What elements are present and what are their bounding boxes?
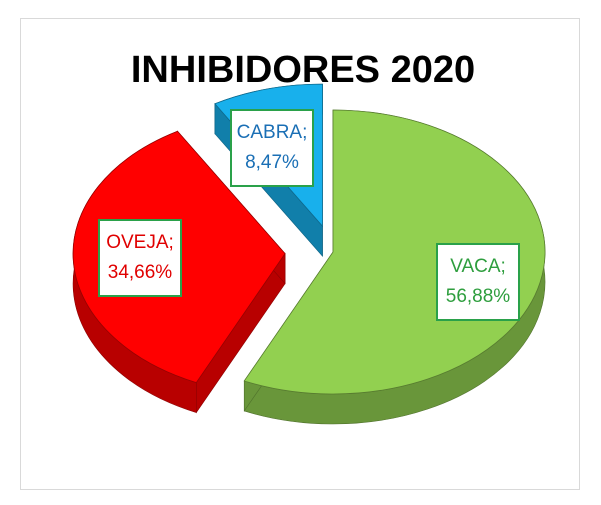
data-label-box: [98, 219, 182, 297]
slice-value-label: 8,47%: [245, 152, 299, 173]
slice: [243, 109, 546, 395]
data-label-box: [436, 243, 520, 321]
slice-value-label: 56,88%: [446, 286, 511, 307]
slice-category: VACA;: [450, 256, 506, 277]
slice-category: OVEJA;: [106, 232, 174, 253]
data-label-box: [230, 109, 314, 187]
slice-value-label: 34,66%: [108, 262, 173, 283]
chart-title: INHIBIDORES 2020: [131, 49, 475, 91]
slice-category: CABRA;: [237, 122, 308, 143]
